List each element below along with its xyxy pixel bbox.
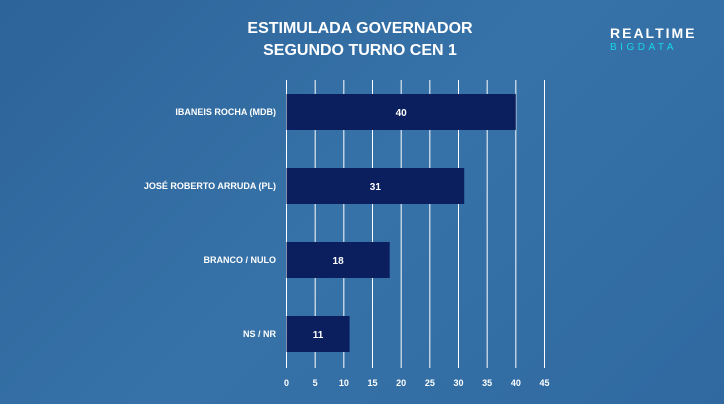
data-label: 40	[396, 108, 408, 119]
data-label: 31	[370, 182, 382, 193]
x-tick-label: 20	[396, 378, 406, 388]
bar	[286, 94, 516, 130]
chart-title-line2: SEGUNDO TURNO CEN 1	[263, 42, 457, 59]
logo-bigdata: BIGDATA	[610, 42, 677, 53]
category-label: BRANCO / NULO	[204, 255, 277, 265]
chart-title-line1: ESTIMULADA GOVERNADOR	[247, 20, 473, 37]
x-tick-label: 5	[313, 378, 318, 388]
category-label: NS / NR	[243, 329, 277, 339]
x-tick-label: 45	[539, 378, 549, 388]
category-label: JOSÉ ROBERTO ARRUDA (PL)	[144, 181, 276, 191]
data-label: 11	[313, 330, 324, 341]
x-tick-label: 15	[367, 378, 377, 388]
x-tick-label: 40	[511, 378, 521, 388]
x-tick-label: 35	[482, 378, 492, 388]
logo-realtime: REALTIME	[610, 25, 697, 41]
category-label: IBANEIS ROCHA (MDB)	[175, 107, 276, 117]
x-tick-label: 10	[339, 378, 349, 388]
bar	[286, 316, 350, 352]
x-tick-label: 30	[453, 378, 463, 388]
bar	[286, 242, 390, 278]
x-tick-label: 25	[425, 378, 435, 388]
data-label: 18	[333, 256, 345, 267]
x-tick-label: 0	[284, 378, 289, 388]
bar	[286, 168, 465, 204]
